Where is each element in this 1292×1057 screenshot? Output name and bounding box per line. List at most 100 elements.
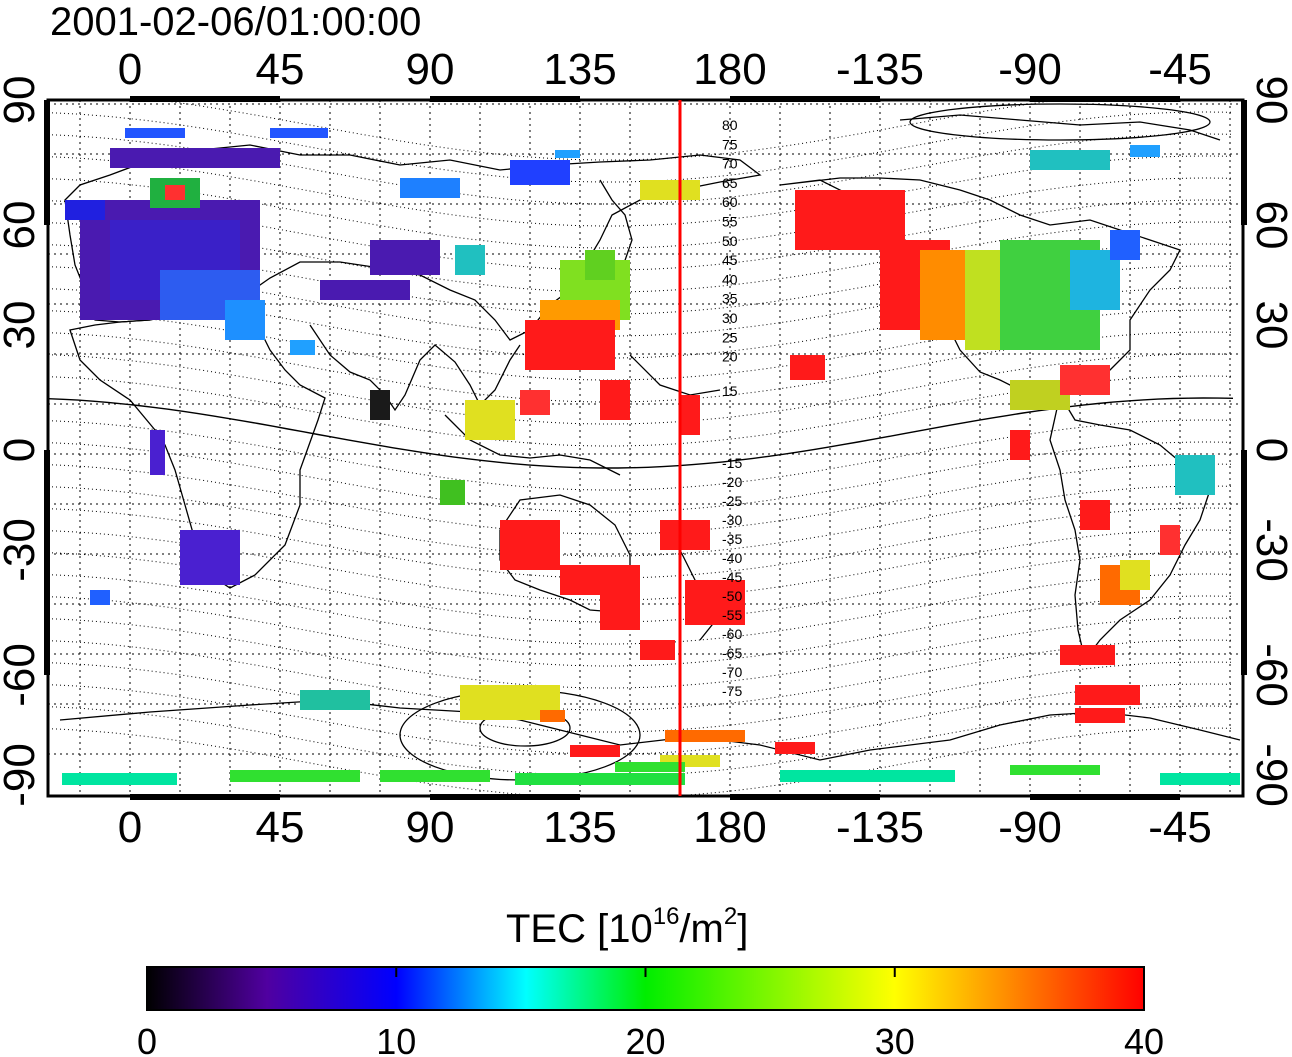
longitude-tick-label: -90 bbox=[998, 803, 1062, 852]
longitude-tick-label: -45 bbox=[1148, 803, 1212, 852]
north-pole-contour bbox=[909, 103, 1211, 141]
colorbar bbox=[146, 966, 1145, 1011]
bottom-longitude-axis: 0 45 90 135 180 -135 -90 -45 bbox=[118, 803, 1212, 852]
colorbar-title-exponent-1: 16 bbox=[653, 903, 680, 930]
longitude-tick-label: -135 bbox=[836, 803, 924, 852]
colorbar-tick-label: 30 bbox=[875, 1021, 915, 1057]
contour-line bbox=[48, 199, 1234, 271]
contour-line bbox=[48, 705, 1234, 777]
colorbar-title-close: ] bbox=[737, 907, 748, 951]
longitude-tick-label: 0 bbox=[118, 803, 142, 852]
contour-label: -45 bbox=[722, 569, 742, 585]
frame-tick-bar bbox=[1030, 96, 1180, 102]
colorbar-tick-label: 0 bbox=[137, 1021, 157, 1057]
frame-tick-bar bbox=[130, 96, 280, 102]
contour-line bbox=[48, 727, 1234, 796]
longitude-tick-label: 135 bbox=[543, 45, 616, 94]
contour-label: -65 bbox=[722, 645, 742, 661]
latitude-tick-label: 0 bbox=[0, 438, 44, 462]
frame-tick-bar bbox=[430, 794, 580, 800]
latitude-tick-label: -30 bbox=[0, 518, 44, 582]
latitude-tick-label: 90 bbox=[0, 76, 44, 125]
map-title: 2001-02-06/01:00:00 bbox=[50, 0, 421, 44]
longitude-tick-label: 180 bbox=[693, 803, 766, 852]
tec-data-patches bbox=[62, 128, 1240, 785]
contour-line bbox=[48, 661, 1234, 733]
contour-line bbox=[48, 551, 1234, 623]
contour-line bbox=[48, 111, 1234, 183]
contour-line bbox=[48, 397, 1234, 469]
contour-line bbox=[48, 617, 1234, 689]
contour-line bbox=[48, 573, 1234, 645]
colorbar-title-main: TEC [10 bbox=[506, 907, 653, 951]
contour-line bbox=[48, 595, 1234, 667]
contour-label: -50 bbox=[722, 588, 742, 604]
longitude-tick-label: -90 bbox=[998, 45, 1062, 94]
contour-line bbox=[48, 353, 1234, 425]
latitude-tick-label: 30 bbox=[0, 301, 44, 350]
contour-label: 50 bbox=[722, 233, 738, 249]
contour-line bbox=[48, 639, 1234, 711]
contour-label: -25 bbox=[722, 493, 742, 509]
left-latitude-axis: 90 60 30 0 -30 -60 -90 bbox=[0, 76, 44, 807]
contour-label: -55 bbox=[722, 607, 742, 623]
contour-label: -20 bbox=[722, 474, 742, 490]
frame-tick-bar bbox=[730, 96, 880, 102]
contour-line bbox=[48, 133, 1234, 205]
colorbar-tick-label: 20 bbox=[625, 1021, 665, 1057]
contour-label: 35 bbox=[722, 291, 738, 307]
contour-line bbox=[48, 419, 1234, 491]
longitude-tick-label: 180 bbox=[693, 45, 766, 94]
contour-label-group: 80 75 70 65 60 55 50 45 40 35 30 25 20 15 -15 -20 -25 -30… bbox=[722, 117, 742, 699]
contour-label: -30 bbox=[722, 512, 742, 528]
latitude-tick-label: -90 bbox=[1247, 743, 1292, 807]
frame-tick-bar bbox=[44, 100, 50, 225]
longitude-tick-label: -45 bbox=[1148, 45, 1212, 94]
longitude-tick-label: 45 bbox=[256, 803, 305, 852]
colorbar-title: TEC [1016/m2] bbox=[506, 903, 748, 951]
contour-label: 20 bbox=[722, 349, 738, 365]
contour-line bbox=[48, 177, 1234, 249]
longitude-tick-label: -135 bbox=[836, 45, 924, 94]
contour-label: -35 bbox=[722, 531, 742, 547]
contour-label: 40 bbox=[722, 271, 738, 287]
contour-label: -15 bbox=[722, 455, 742, 471]
frame-tick-bar bbox=[1241, 450, 1247, 675]
latitude-tick-label: -60 bbox=[1247, 643, 1292, 707]
contour-line bbox=[48, 507, 1234, 579]
colorbar-ticks: 0 10 20 30 40 bbox=[137, 967, 1164, 1057]
contour-label: -70 bbox=[722, 664, 742, 680]
latitude-tick-label: -30 bbox=[1247, 518, 1292, 582]
contour-line bbox=[48, 463, 1234, 535]
latitude-tick-label: 60 bbox=[0, 201, 44, 250]
latitude-tick-label: 0 bbox=[1247, 438, 1292, 462]
longitude-tick-label: 45 bbox=[256, 45, 305, 94]
frame-tick-bar bbox=[730, 794, 880, 800]
longitude-tick-label: 90 bbox=[406, 45, 455, 94]
colorbar-title-exponent-2: 2 bbox=[724, 903, 737, 930]
colorbar-title-unit: /m bbox=[679, 907, 723, 951]
contour-label: -75 bbox=[722, 683, 742, 699]
contour-label: 25 bbox=[722, 329, 738, 345]
contour-line bbox=[48, 441, 1234, 513]
colorbar-tick-label: 40 bbox=[1124, 1021, 1164, 1057]
contour-label: 30 bbox=[722, 310, 738, 326]
contour-line bbox=[48, 485, 1234, 557]
contour-label: 15 bbox=[722, 383, 738, 399]
latitude-tick-label: -60 bbox=[0, 643, 44, 707]
latitude-tick-label: 90 bbox=[1247, 76, 1292, 125]
top-longitude-axis: 0 45 90 135 180 -135 -90 -45 bbox=[118, 45, 1212, 94]
contour-line bbox=[154, 100, 1063, 161]
contour-label: 45 bbox=[722, 252, 738, 268]
contour-label: 80 bbox=[722, 117, 738, 133]
contour-line bbox=[48, 683, 1234, 755]
frame-tick-bar bbox=[430, 96, 580, 102]
frame-tick-bar bbox=[1030, 794, 1180, 800]
contour-line bbox=[48, 221, 1234, 293]
contour-label: 65 bbox=[722, 175, 738, 191]
frame-tick-bar bbox=[1241, 100, 1247, 225]
right-latitude-axis: 90 60 30 0 -30 -60 -90 bbox=[1247, 76, 1292, 807]
map-panel: 80 75 70 65 60 55 50 45 40 35 30 25 20 15 -15 -20 -25 -30… bbox=[44, 96, 1247, 800]
contour-label: -40 bbox=[722, 550, 742, 566]
contour-label: 60 bbox=[722, 194, 738, 210]
